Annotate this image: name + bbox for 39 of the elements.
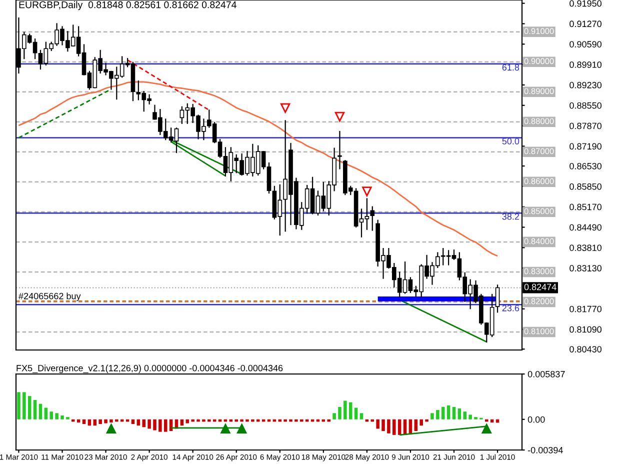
- y-tick-label: -0.00394: [528, 446, 563, 454]
- y-tick-label: 0.85170: [570, 204, 602, 210]
- ref-line-label: 0.82474: [524, 284, 556, 290]
- y-tick-label: 0.83130: [570, 265, 602, 272]
- y-tick-label: 0.81770: [570, 306, 602, 312]
- y-tick-label: 0.89910: [570, 62, 602, 68]
- y-tick-label: 0.87870: [570, 122, 602, 130]
- y-tick-label: 0.89230: [570, 82, 602, 88]
- ref-line-label: 0.89000: [524, 88, 554, 94]
- y-tick-label: 0.91950: [570, 0, 602, 7]
- y-tick-label: 0.84490: [570, 224, 602, 231]
- y-tick-label: 0.91270: [570, 20, 602, 28]
- chart-title: FX5_Divergence_v2.1(12,26,9) 0.0000000 -0.0004346 -0.0004346: [16, 364, 283, 374]
- y-tick-label: 0.005837: [528, 370, 565, 378]
- ref-line-label: 0.88000: [524, 118, 554, 124]
- ref-line-label: 0.82000: [524, 298, 554, 304]
- ref-line-label: 0.85000: [524, 208, 554, 214]
- y-tick-label: 0.81090: [570, 326, 602, 333]
- annotation: #24065662 buy: [18, 292, 81, 302]
- y-tick-label: 0.90590: [570, 41, 602, 48]
- ref-line-label: 0.84000: [524, 238, 554, 244]
- y-tick-label: 0.83810: [570, 244, 602, 251]
- ref-line-label: 0.87000: [524, 148, 554, 154]
- annotation: 50.0: [502, 138, 520, 144]
- ref-line-label: 0.91000: [524, 28, 554, 34]
- ref-line-label: 0.83000: [524, 268, 554, 274]
- chart-title: EURGBP,Daily 0.81848 0.82561 0.81662 0.82474: [19, 1, 236, 10]
- y-tick-label: 0.00: [528, 416, 545, 423]
- ref-line-label: 0.86000: [524, 178, 554, 184]
- ref-line-label: 0.81000: [524, 328, 554, 334]
- y-tick-label: 0.86530: [570, 162, 602, 170]
- y-tick-label: 0.85850: [570, 183, 602, 190]
- annotation: 38.2: [502, 213, 520, 220]
- annotation: 61.8: [502, 64, 520, 71]
- y-tick-label: 0.88550: [570, 102, 602, 109]
- y-tick-label: 0.87190: [570, 143, 602, 150]
- ref-line-label: 0.90000: [524, 58, 554, 64]
- y-tick-label: 0.80430: [570, 346, 602, 352]
- annotation: 23.6: [502, 304, 520, 312]
